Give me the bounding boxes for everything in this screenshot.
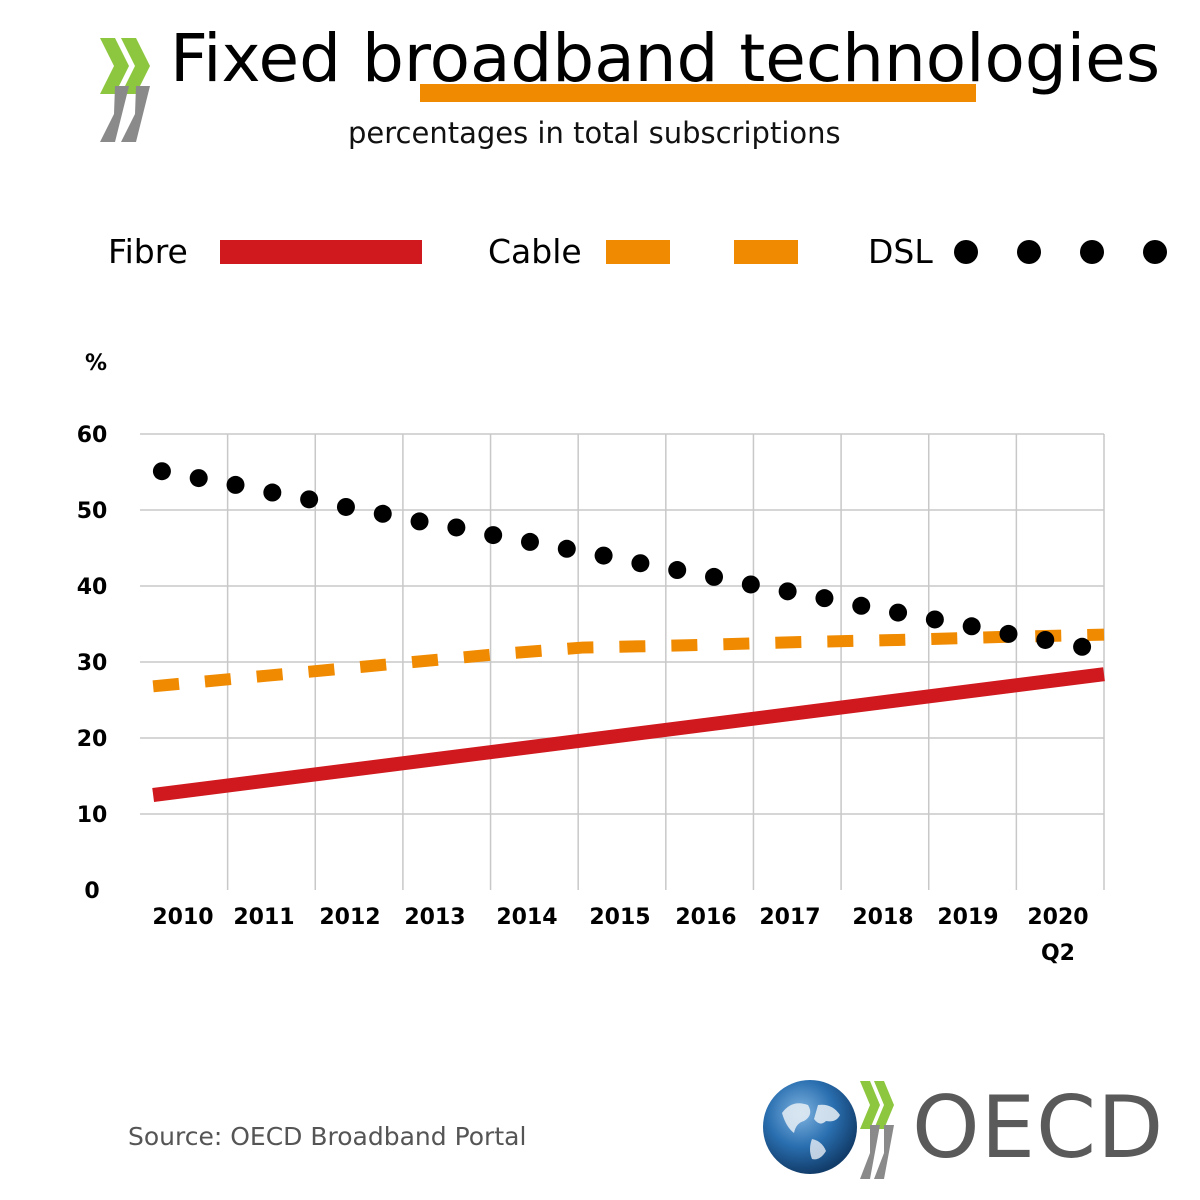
legend-label-dsl: DSL [868, 232, 933, 271]
series-point-dsl [447, 518, 466, 537]
oecd-chevron-icon [100, 38, 150, 142]
x-tick-label: 2014 [496, 905, 557, 930]
series-point-dsl [152, 462, 171, 481]
y-tick-label: 0 [84, 879, 99, 904]
x-tick-label: 2017 [759, 905, 820, 930]
oecd-logo [763, 1080, 894, 1179]
series-point-dsl [300, 490, 319, 509]
legend-label-fibre: Fibre [108, 232, 188, 271]
page-subtitle: percentages in total subscriptions [348, 116, 841, 150]
source-note: Source: OECD Broadband Portal [128, 1122, 527, 1151]
oecd-logo-text: OECD [912, 1078, 1165, 1178]
series-point-dsl [484, 526, 503, 545]
series-point-dsl [962, 617, 981, 636]
legend-swatch-fibre [220, 240, 422, 264]
series-point-dsl [925, 610, 944, 629]
y-tick-label: 20 [77, 727, 108, 752]
chart-grid [140, 433, 1105, 890]
y-tick-label: 10 [77, 803, 108, 828]
y-tick-label: 30 [77, 651, 108, 676]
x-tick-label: 2013 [404, 905, 465, 930]
series-point-dsl [189, 469, 208, 488]
x-tick-label: 2020 [1027, 905, 1088, 930]
series-point-dsl [815, 589, 834, 608]
logo-chevron-icon [860, 1081, 894, 1179]
legend-swatch-dsl [954, 240, 1167, 264]
chevron-grey-2 [121, 86, 150, 142]
series-point-dsl [226, 475, 245, 494]
y-axis-ticks: 0 10 20 30 40 50 60% [77, 351, 108, 904]
chart-series [152, 462, 1105, 802]
series-point-dsl [557, 539, 576, 558]
y-tick-label: 50 [77, 499, 108, 524]
x-tick-label: 2016 [675, 905, 736, 930]
series-point-dsl [705, 567, 724, 586]
legend-swatch-cable [606, 240, 798, 264]
x-tick-label: 2015 [589, 905, 650, 930]
series-point-dsl [852, 596, 871, 615]
x-tick-label: Q2 [1041, 941, 1075, 966]
series-point-dsl [373, 504, 392, 523]
series-point-dsl [999, 624, 1018, 643]
series-point-dsl [889, 603, 908, 622]
series-point-dsl [668, 561, 687, 580]
x-tick-label: 2012 [319, 905, 380, 930]
series-point-dsl [631, 554, 650, 573]
chevron-green-2 [121, 38, 150, 94]
x-tick-label: 2018 [852, 905, 913, 930]
series-point-dsl [410, 512, 429, 531]
series-point-dsl [520, 532, 539, 551]
series-point-dsl [336, 497, 355, 516]
series-point-dsl [778, 582, 797, 601]
series-point-dsl [1036, 630, 1055, 649]
series-line-cable [152, 628, 1105, 693]
title-underline [420, 84, 976, 102]
series-line-fibre [152, 667, 1105, 802]
y-axis-label: % [85, 351, 107, 376]
series-point-dsl [263, 483, 282, 502]
globe-icon [763, 1080, 857, 1174]
x-tick-label: 2019 [937, 905, 998, 930]
chevron-grey-1 [100, 86, 129, 142]
page-title: Fixed broadband technologies [170, 20, 1161, 97]
series-point-dsl [1073, 637, 1092, 656]
series-point-dsl [741, 575, 760, 594]
y-tick-label: 40 [77, 575, 108, 600]
chevron-green-1 [100, 38, 129, 94]
y-tick-label: 60 [77, 423, 108, 448]
x-tick-label: 2010 [152, 905, 213, 930]
series-point-dsl [594, 546, 613, 565]
x-tick-label: 2011 [233, 905, 294, 930]
legend-label-cable: Cable [488, 232, 582, 271]
x-axis-ticks: 2010 2011 2012 2013 2014 2015 2016 2017 2018 2019… [152, 905, 1088, 966]
